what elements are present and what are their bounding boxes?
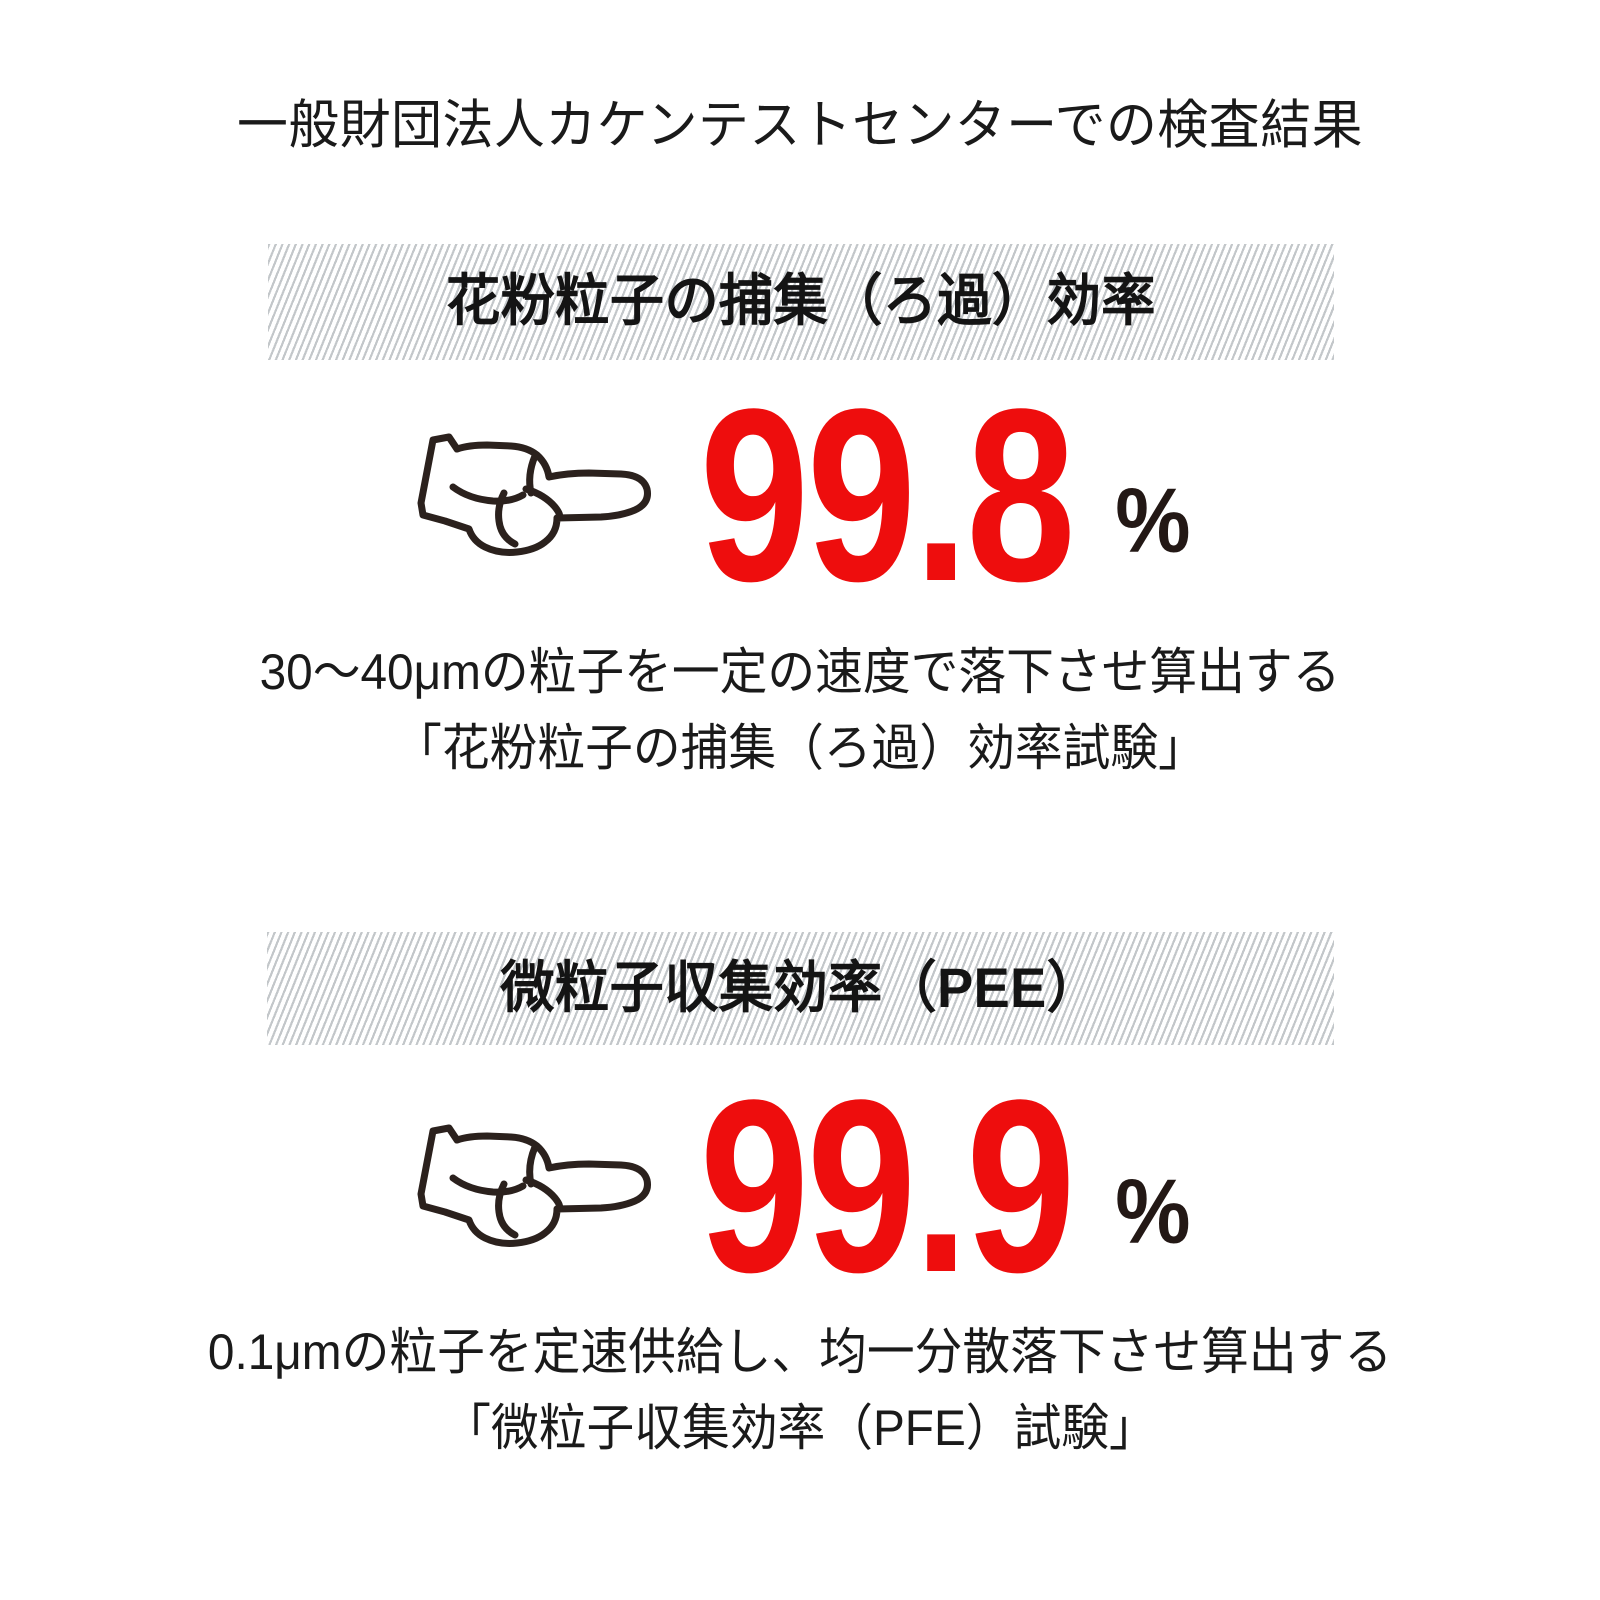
section-header-band-1: 花粉粒子の捕集（ろ過）効率 (268, 244, 1334, 360)
page-title: 一般財団法人カケンテストセンターでの検査結果 (237, 96, 1363, 155)
figure-row-1: 99.8 % (0, 358, 1600, 634)
section-caption-2: 0.1μmの粒子を定速供給し、均一分散落下させ算出する 「微粒子収集効率（PFE… (36, 1314, 1564, 1466)
section-caption-2-line-2: 「微粒子収集効率（PFE）試験」 (443, 1400, 1157, 1456)
pointing-hand-icon (407, 415, 657, 575)
result-value-2: 99.9 (699, 1049, 1075, 1325)
figure-row-2: 99.9 % (0, 1049, 1600, 1325)
section-caption-1-line-1: 30〜40μmの粒子を一定の速度で落下させ算出する (259, 644, 1341, 700)
result-value-1: 99.8 (699, 358, 1075, 634)
section-header-label-2: 微粒子収集効率（PEE） (500, 955, 1101, 1019)
result-unit-1: % (1114, 470, 1191, 572)
section-caption-2-line-1: 0.1μmの粒子を定速供給し、均一分散落下させ算出する (207, 1324, 1393, 1380)
section-caption-1: 30〜40μmの粒子を一定の速度で落下させ算出する 「花粉粒子の捕集（ろ過）効率… (36, 634, 1564, 786)
section-caption-1-line-2: 「花粉粒子の捕集（ろ過）効率試験」 (394, 720, 1206, 776)
result-unit-2: % (1114, 1161, 1191, 1263)
section-header-band-2: 微粒子収集効率（PEE） (267, 932, 1334, 1045)
section-header-label-1: 花粉粒子の捕集（ろ過）効率 (446, 269, 1156, 332)
pointing-hand-icon (407, 1106, 657, 1266)
